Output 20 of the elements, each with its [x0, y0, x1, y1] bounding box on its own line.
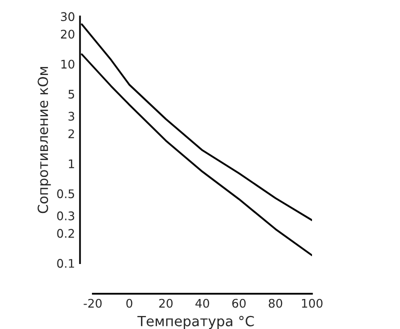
y-axis-title: Сопротивление кОм — [38, 67, 51, 214]
y-tick-label: 1 — [68, 159, 74, 168]
x-tick-label: 60 — [232, 298, 246, 308]
x-tick-label: 100 — [302, 298, 322, 308]
x-axis-title: Температура °C — [137, 316, 254, 329]
y-tick-label: 0.2 — [57, 228, 74, 238]
y-tick-label: 30 — [61, 12, 74, 22]
x-tick-label: 80 — [268, 298, 282, 308]
x-tick-label: 40 — [195, 298, 210, 308]
y-tick-label: 3 — [68, 112, 74, 121]
x-tick-label: -20 — [84, 298, 102, 308]
y-tick-label: 0.3 — [57, 211, 74, 220]
y-tick-label: 0.5 — [57, 189, 74, 198]
y-tick-label: 2 — [68, 129, 74, 138]
x-tick-label: 20 — [159, 298, 173, 308]
y-tick-label: 5 — [68, 90, 74, 99]
x-tick-label: 0 — [126, 298, 132, 308]
y-tick-label: 10 — [61, 60, 74, 69]
y-tick-label: 20 — [60, 30, 74, 39]
y-tick-label: 0.1 — [57, 258, 74, 268]
